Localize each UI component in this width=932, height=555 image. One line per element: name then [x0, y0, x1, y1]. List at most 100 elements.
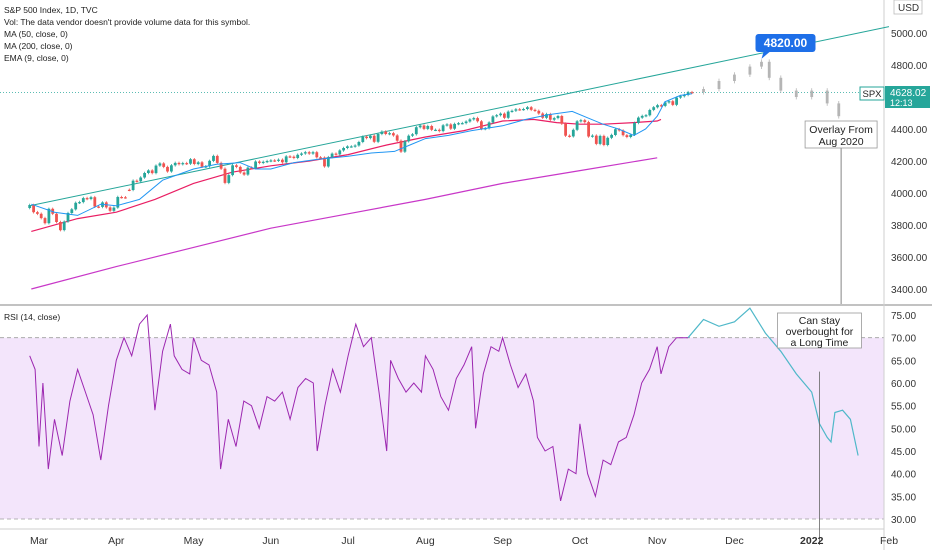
rsi-tick-label: 70.00: [891, 334, 916, 345]
candle-body: [162, 163, 166, 167]
candle-body: [296, 154, 300, 158]
candle-body: [223, 168, 227, 183]
candle-body: [173, 162, 177, 166]
candle-body: [334, 153, 338, 155]
candle-body: [545, 114, 548, 118]
candle-body: [219, 162, 223, 169]
time-tick-label: Apr: [108, 535, 125, 547]
candle-body: [215, 155, 219, 163]
price-tick-label: 3600.00: [891, 253, 928, 264]
candle-body: [437, 129, 441, 132]
candle-body: [487, 122, 491, 129]
candle-body: [315, 152, 319, 158]
candle-body: [614, 129, 617, 135]
candle-body: [491, 116, 495, 123]
candle-body: [235, 165, 238, 167]
legend-ema9: EMA (9, close, 0): [4, 53, 69, 63]
candle-body: [342, 148, 345, 151]
candle-body: [564, 123, 567, 136]
candle-body: [166, 166, 169, 172]
candle-body: [85, 198, 89, 200]
time-tick-label: 2022: [800, 535, 824, 547]
candle-body: [330, 153, 334, 158]
candle-body: [189, 159, 192, 164]
candle-body: [258, 161, 261, 163]
overlay-note-line2: Aug 2020: [819, 136, 864, 148]
overlay-candle: [702, 89, 705, 93]
candle-body: [480, 121, 483, 129]
candle-body: [154, 165, 158, 174]
time-tick-label: Feb: [880, 535, 898, 547]
candle-body: [453, 123, 456, 129]
candle-body: [663, 102, 667, 106]
candle-body: [403, 141, 407, 152]
candle-body: [587, 122, 590, 137]
candle-body: [468, 119, 472, 122]
candle-body: [200, 162, 204, 167]
candle-body: [682, 94, 686, 97]
candle-body: [36, 212, 39, 214]
rsi-tick-label: 60.00: [891, 379, 916, 390]
peak-callout-text: 4820.00: [764, 36, 808, 50]
candle-body: [192, 159, 196, 164]
rsi-note-line: a Long Time: [791, 337, 849, 349]
candle-body: [640, 115, 644, 118]
candle-body: [300, 153, 303, 155]
candle-body: [376, 134, 380, 142]
rsi-note-box: [777, 312, 862, 349]
candle-body: [338, 150, 342, 155]
candle-body: [422, 125, 426, 129]
candle-body: [464, 121, 468, 124]
rsi-tick-label: 65.00: [891, 356, 916, 367]
candle-body: [380, 131, 384, 134]
price-tick-label: 3800.00: [891, 221, 928, 232]
candle-body: [644, 115, 648, 117]
candle-body: [311, 152, 315, 154]
candle-body: [686, 92, 690, 95]
last-price-text: 4628.02: [890, 88, 927, 99]
candle-body: [591, 135, 594, 137]
rsi-tick-label: 30.00: [891, 515, 916, 526]
candle-body: [529, 107, 533, 110]
candle-body: [70, 209, 74, 213]
candle-body: [277, 159, 280, 161]
rsi-tick-label: 35.00: [891, 492, 916, 503]
candle-body: [392, 133, 395, 136]
candle-body: [495, 115, 499, 117]
overlay-candle: [717, 81, 721, 89]
rsi-tick-label: 55.00: [891, 402, 916, 413]
candle-body: [571, 129, 575, 137]
candle-body: [150, 170, 154, 174]
candle-body: [690, 92, 694, 94]
candle-body: [460, 123, 464, 125]
candle-body: [365, 136, 368, 139]
candle-body: [281, 159, 284, 163]
candle-body: [384, 131, 388, 134]
price-tick-label: 5000.00: [891, 29, 928, 40]
candle-body: [583, 120, 587, 123]
time-tick-label: Mar: [30, 535, 49, 547]
candle-body: [472, 118, 476, 120]
candle-body: [625, 135, 629, 137]
candle-body: [112, 207, 116, 211]
candle-body: [476, 118, 479, 122]
candle-body: [208, 160, 211, 167]
candle-body: [147, 170, 150, 173]
candle-body: [633, 122, 636, 135]
candle-body: [610, 134, 613, 138]
symbol-tag-text: SPX: [862, 89, 882, 100]
last-price-box: [885, 86, 930, 108]
rsi-label: RSI (14, close): [4, 312, 61, 322]
candle-body: [671, 101, 675, 105]
candle-body: [269, 160, 273, 162]
candle-body: [97, 206, 100, 208]
overlay-note-line1: Overlay From: [809, 124, 873, 136]
candle-body: [231, 165, 234, 176]
candle-body: [675, 97, 678, 105]
candle-body: [617, 129, 621, 131]
candle-body: [434, 129, 437, 131]
candle-body: [346, 146, 349, 148]
time-tick-label: Jun: [262, 535, 279, 547]
candle-body: [418, 125, 422, 128]
